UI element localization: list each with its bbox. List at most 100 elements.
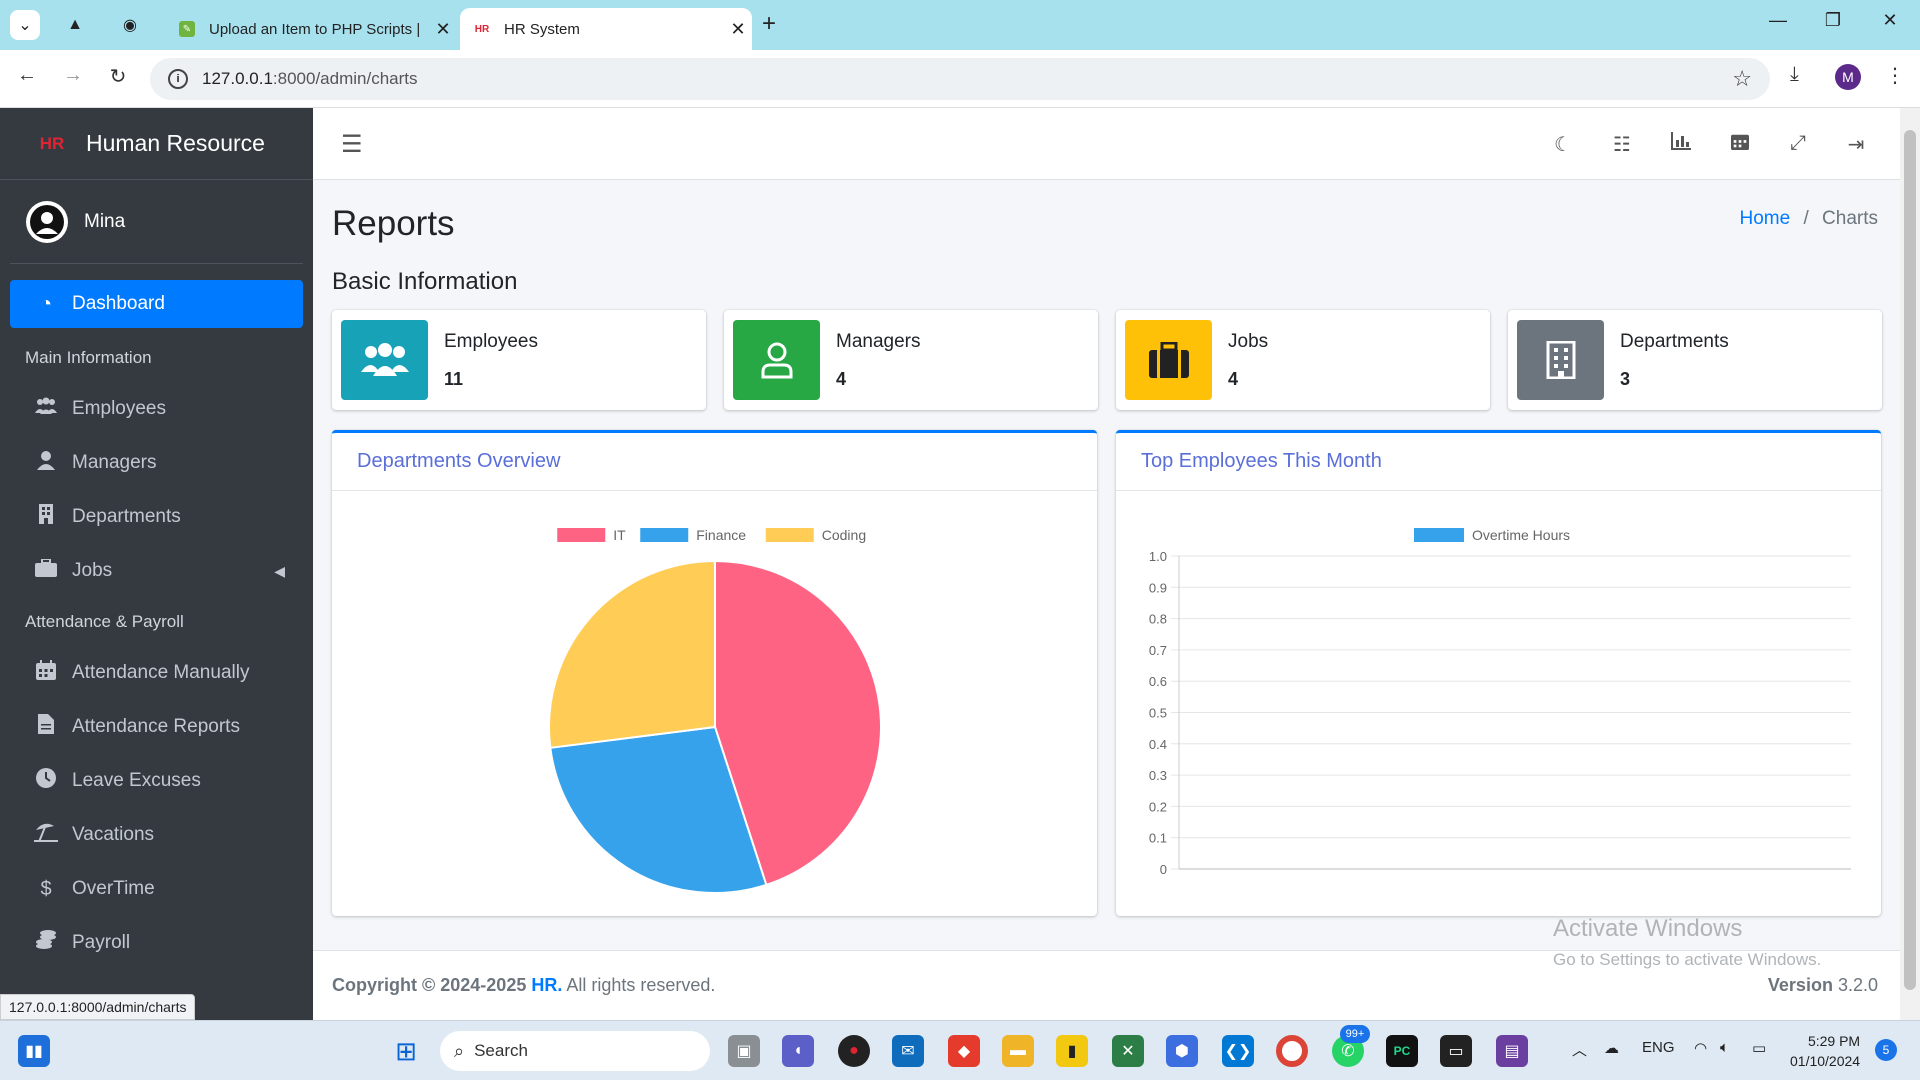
browser-tab-upload[interactable]: ✎ Upload an Item to PHP Scripts | ✕ [165,8,457,50]
site-info-icon[interactable]: i [168,69,188,89]
sidebar-item-label: Attendance Manually [72,662,250,683]
logout-icon[interactable]: ⇥ [1847,134,1865,156]
main-content: ☰ ☾ ☷ ⤢ ⇥ Reports Home / Charts Basic In… [313,108,1900,1020]
app-icon[interactable]: ▤ [1496,1035,1528,1067]
mail-icon[interactable]: ✉ [892,1035,924,1067]
departments-overview-card: Departments Overview IT Finance Coding [332,430,1097,916]
pycharm-icon[interactable]: PC [1386,1035,1418,1067]
users-icon [34,397,58,421]
minimize-icon[interactable]: — [1769,10,1787,30]
info-box-employees[interactable]: Employees 11 [332,310,706,410]
virtualbox-icon[interactable]: ⬢ [1166,1035,1198,1067]
sidebar-item-overtime[interactable]: $ OverTime [0,862,313,916]
battery-icon[interactable]: ▭ [1752,1040,1767,1057]
page-scrollbar[interactable] [1900,108,1920,1020]
calendar-icon [34,660,58,686]
url-host: 127.0.0.1 [202,69,273,88]
tab-search-chevron-icon[interactable]: ⌄ [10,10,40,40]
legend-swatch [1414,528,1464,542]
hamburger-menu-icon[interactable]: ☰ [341,131,363,158]
taskbar-clock[interactable]: 5:29 PM 01/10/2024 [1790,1031,1860,1071]
close-tab-icon[interactable]: ✕ [435,18,451,39]
sidebar-item-employees[interactable]: Employees [0,382,313,436]
sidebar-item-attendance-reports[interactable]: Attendance Reports [0,700,313,754]
info-box-departments[interactable]: Departments 3 [1508,310,1882,410]
user-panel[interactable]: Mina [10,180,303,264]
task-view-icon[interactable]: ▣ [728,1035,760,1067]
version-text: Version 3.2.0 [1768,975,1878,996]
terminal-icon[interactable]: ▭ [1440,1035,1472,1067]
excel-tool-icon[interactable]: ✕ [1112,1035,1144,1067]
reload-icon[interactable]: ↻ [109,66,127,88]
chevron-left-icon[interactable]: ◀ [274,562,285,579]
chrome-icon[interactable] [1276,1035,1308,1067]
scrollbar-thumb[interactable] [1904,130,1916,990]
sidebar-item-label: Managers [72,452,157,473]
content-header: Reports Home / Charts [313,180,1900,270]
language-indicator[interactable]: ENG [1642,1039,1675,1056]
browser-menu-icon[interactable]: ⋮ [1885,65,1905,87]
forward-arrow-icon[interactable]: → [63,64,83,86]
show-desktop-icon[interactable]: ▮▮ [18,1035,50,1067]
footer-brand-link[interactable]: HR. [531,975,563,995]
sidebar-item-dashboard[interactable]: ◔ Dashboard [10,280,303,328]
sidebar-item-departments[interactable]: Departments [0,490,313,544]
volume-icon[interactable]: 🔈︎ [1720,1039,1730,1056]
breadcrumb-current: Charts [1822,208,1878,229]
tray-chevron-up-icon[interactable]: ︿ [1572,1042,1588,1059]
file-explorer-icon[interactable]: ▬ [1002,1035,1034,1067]
url-input[interactable]: i 127.0.0.1:8000/admin/charts ☆ [150,58,1770,100]
brand-link[interactable]: HR Human Resource [0,108,313,180]
taskbar-search-input[interactable]: ⌕ Search [440,1031,710,1071]
browser-tab-hr-system[interactable]: HR HR System ✕ [460,8,752,50]
wifi-icon[interactable]: ◠ [1694,1040,1708,1057]
pinned-tab-icon[interactable]: ▲ [67,16,83,33]
download-icon[interactable]: ⤓ [1790,63,1799,85]
activate-windows-subtitle: Go to Settings to activate Windows. [1553,950,1822,969]
hr-logo: HR [39,133,65,153]
vscode-icon[interactable]: ❮❯ [1222,1035,1254,1067]
github-pinned-tab-icon[interactable]: ◉ [123,17,137,34]
anydesk-icon[interactable]: ◆ [948,1035,980,1067]
dark-mode-moon-icon[interactable]: ☾ [1554,134,1572,156]
notification-count-badge[interactable]: 5 [1875,1039,1897,1061]
calendar-icon[interactable] [1725,132,1755,156]
restore-icon[interactable]: ❐ [1824,10,1842,30]
legend-label: Overtime Hours [1472,527,1570,543]
address-bar-row: ← → ↻ i 127.0.0.1:8000/admin/charts ☆ ⤓ … [0,50,1920,108]
departments-pie-chart[interactable]: IT Finance Coding [332,491,1097,916]
legend-swatch [557,528,606,542]
briefcase-icon [1125,320,1212,400]
bookmark-star-icon[interactable]: ☆ [1732,66,1752,91]
power-bi-icon[interactable]: ▮ [1056,1035,1088,1067]
info-box-jobs[interactable]: Jobs 4 [1116,310,1490,410]
pie-slice [548,559,716,749]
sidebar-item-attendance-manually[interactable]: Attendance Manually [0,646,313,700]
sidebar-item-vacations[interactable]: Vacations [0,808,313,862]
close-tab-icon[interactable]: ✕ [730,18,746,39]
tasks-list-icon[interactable]: ☷ [1613,134,1631,156]
meet-icon[interactable]: ◖ [782,1035,814,1067]
sidebar-item-payroll[interactable]: Payroll [0,916,313,970]
info-box-number: 4 [836,368,847,389]
sidebar-item-label: Employees [72,398,166,419]
y-tick-label: 0.3 [1149,768,1167,783]
profile-avatar[interactable]: M [1835,64,1861,90]
sidebar-item-managers[interactable]: Managers [0,436,313,490]
sidebar-item-jobs[interactable]: Jobs ◀ [0,544,313,598]
onedrive-cloud-icon[interactable]: ☁ [1604,1040,1619,1057]
windows-start-icon[interactable]: ⊞ [395,1035,417,1066]
window-close-icon[interactable]: ✕ [1882,10,1898,30]
sidebar-item-leave-excuses[interactable]: Leave Excuses [0,754,313,808]
tachometer-icon: ◔ [39,292,53,315]
new-tab-plus-icon[interactable]: + [762,10,777,37]
fullscreen-expand-icon[interactable]: ⤢ [1790,132,1806,154]
y-tick-label: 1.0 [1149,549,1167,564]
back-arrow-icon[interactable]: ← [17,64,37,86]
breadcrumb-home-link[interactable]: Home [1739,208,1791,229]
chart-bar-icon[interactable] [1666,132,1696,156]
record-icon[interactable]: ● [838,1035,870,1067]
sidebar-item-label: Dashboard [72,293,165,314]
info-box-managers[interactable]: Managers 4 [724,310,1098,410]
overtime-bar-chart[interactable]: Overtime Hours 1.0 0.9 0.8 0.7 0.6 0.5 0.4 0.3 0.… [1116,491,1881,916]
